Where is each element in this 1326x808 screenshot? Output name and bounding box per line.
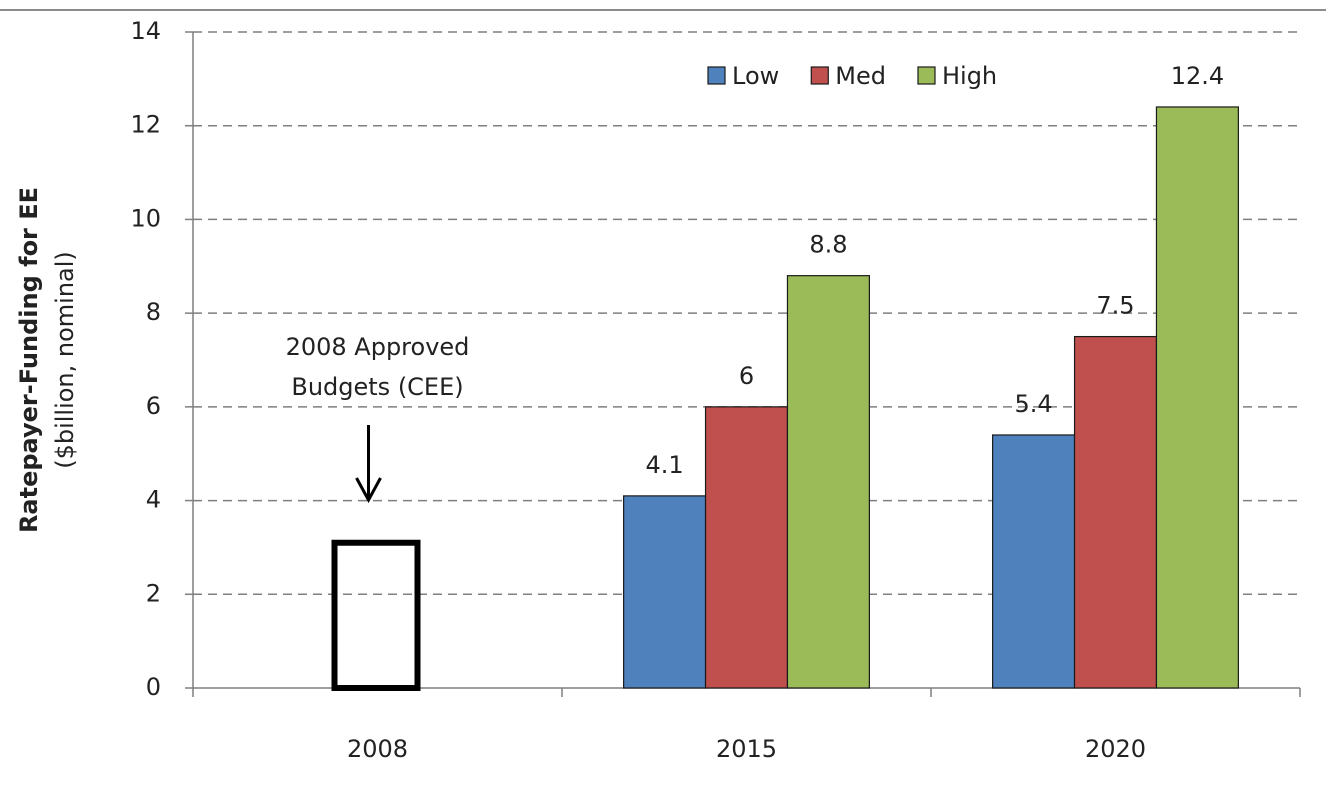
data-label: 12.4 [1171, 62, 1224, 90]
legend-swatch [917, 66, 936, 85]
data-label: 5.4 [1014, 390, 1052, 418]
bar [992, 434, 1076, 689]
y-axis-title: Ratepayer-Funding for EE [15, 187, 43, 533]
data-label: 7.5 [1096, 292, 1134, 320]
bar [623, 495, 707, 689]
bar [786, 275, 870, 689]
y-tick-label: 4 [146, 486, 161, 514]
legend-swatch [810, 66, 829, 85]
y-tick-label: 14 [130, 17, 161, 45]
annotation-text: Budgets (CEE) [291, 373, 463, 401]
bar [1155, 106, 1239, 689]
legend-swatch [707, 66, 726, 85]
y-tick-label: 10 [130, 204, 161, 232]
y-tick-label: 2 [146, 579, 161, 607]
legend-label: Med [835, 62, 886, 90]
legend-label: High [942, 62, 997, 90]
data-label: 8.8 [809, 231, 847, 259]
annotation-text: 2008 Approved [286, 333, 470, 361]
data-label: 6 [739, 362, 754, 390]
budget-bar [331, 539, 421, 691]
y-tick-label: 8 [146, 298, 161, 326]
bar [704, 406, 789, 689]
x-tick-label: 2008 [347, 735, 408, 763]
y-tick-label: 6 [146, 392, 161, 420]
y-tick-label: 12 [130, 111, 161, 139]
x-tick-label: 2020 [1085, 735, 1146, 763]
y-tick-label: 0 [146, 673, 161, 701]
legend-label: Low [732, 62, 779, 90]
bar [1073, 335, 1158, 689]
y-axis-subtitle: ($billion, nominal) [51, 251, 79, 469]
arrow-head [355, 477, 382, 504]
x-tick-label: 2015 [716, 735, 777, 763]
data-label: 4.1 [645, 451, 683, 479]
